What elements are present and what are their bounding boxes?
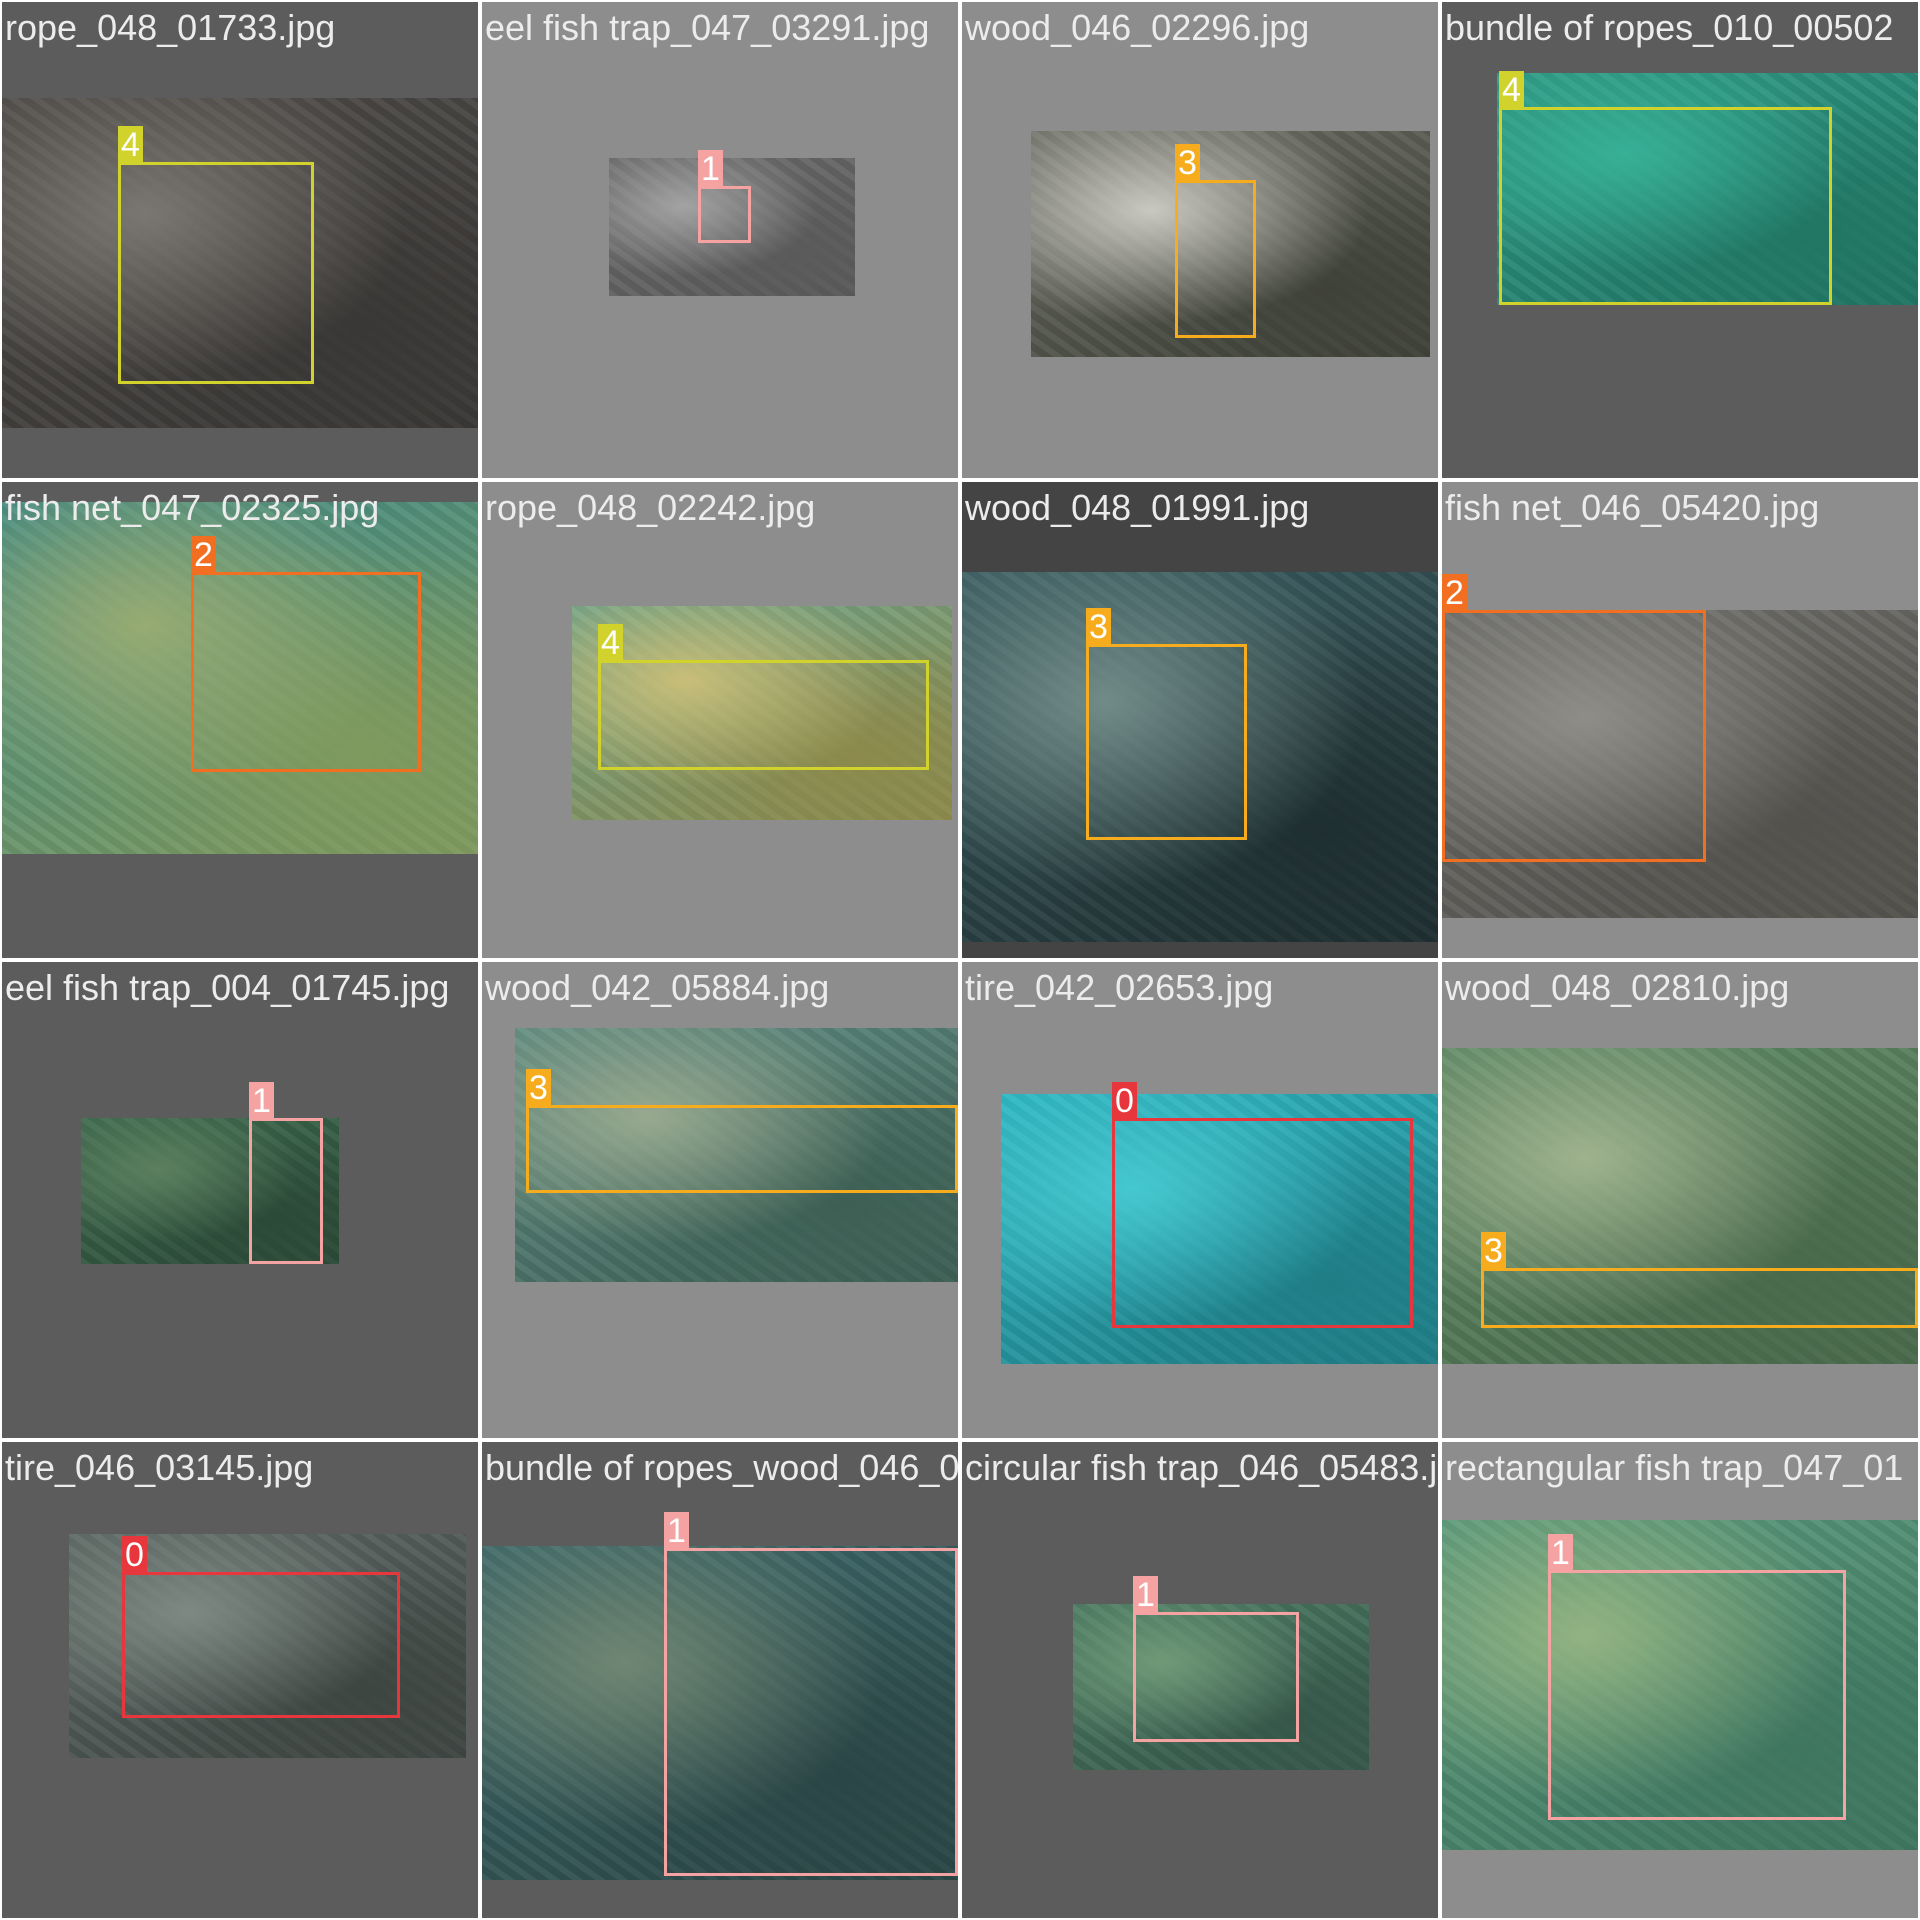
image-filename: wood_048_02810.jpg [1445, 967, 1790, 1008]
bounding-box [664, 1548, 958, 1876]
box-class-label: 1 [1133, 1576, 1158, 1614]
image-filename: wood_042_05884.jpg [485, 967, 830, 1008]
box-class-label: 3 [526, 1069, 551, 1107]
bounding-box [1112, 1118, 1413, 1328]
underwater-photo [1001, 1094, 1438, 1364]
image-filename: rope_048_02242.jpg [485, 487, 816, 528]
mosaic-cell: 1 circular fish trap_046_05483.jpg [962, 1442, 1438, 1918]
bounding-box [526, 1105, 958, 1193]
box-class-label: 4 [598, 624, 623, 662]
image-filename: bundle of ropes_wood_046_02253.jpg [485, 1447, 958, 1488]
box-class-label: 1 [664, 1512, 689, 1550]
box-class-label: 1 [1548, 1534, 1573, 1572]
mosaic-cell: 3 wood_048_02810.jpg [1442, 962, 1918, 1438]
image-filename: eel fish trap_047_03291.jpg [485, 7, 930, 48]
image-filename: tire_046_03145.jpg [5, 1447, 314, 1488]
bounding-box [698, 186, 751, 243]
mosaic-cell: 3 wood_048_01991.jpg [962, 482, 1438, 958]
box-class-label: 1 [698, 150, 723, 188]
underwater-photo [962, 572, 1438, 942]
mosaic-cell: 0 tire_046_03145.jpg [2, 1442, 478, 1918]
underwater-photo [81, 1118, 339, 1264]
bounding-box [1548, 1570, 1846, 1820]
image-filename: rope_048_01733.jpg [5, 7, 336, 48]
bounding-box [249, 1118, 323, 1264]
mosaic-cell: 3 wood_046_02296.jpg [962, 2, 1438, 478]
mosaic-cell: 3 wood_042_05884.jpg [482, 962, 958, 1438]
image-filename: eel fish trap_004_01745.jpg [5, 967, 450, 1008]
underwater-photo [2, 98, 478, 428]
image-filename: tire_042_02653.jpg [965, 967, 1274, 1008]
box-class-label: 3 [1175, 144, 1200, 182]
mosaic-cell: 4 rope_048_01733.jpg [2, 2, 478, 478]
box-class-label: 2 [1442, 574, 1467, 612]
image-filename: fish net_047_02325.jpg [5, 487, 380, 528]
bounding-box [118, 162, 314, 384]
underwater-photo [1442, 1048, 1918, 1364]
mosaic-cell: 1 bundle of ropes_wood_046_02253.jpg [482, 1442, 958, 1918]
mosaic-cell: 4 bundle of ropes_010_00502 [1442, 2, 1918, 478]
bounding-box [1481, 1268, 1918, 1328]
bounding-box [1175, 180, 1256, 338]
bounding-box [191, 572, 421, 772]
underwater-photo [572, 606, 952, 820]
image-filename: wood_046_02296.jpg [965, 7, 1310, 48]
underwater-photo [1442, 1520, 1918, 1850]
bounding-box [1133, 1612, 1299, 1742]
underwater-photo [515, 1028, 958, 1282]
box-class-label: 0 [122, 1536, 147, 1574]
box-class-label: 3 [1086, 608, 1111, 646]
image-filename: wood_048_01991.jpg [965, 487, 1310, 528]
underwater-photo [609, 158, 855, 296]
box-class-label: 2 [191, 536, 216, 574]
box-class-label: 1 [249, 1082, 274, 1120]
underwater-photo [1497, 73, 1918, 305]
bounding-box [1442, 610, 1706, 862]
image-filename: fish net_046_05420.jpg [1445, 487, 1820, 528]
mosaic-cell: 4 rope_048_02242.jpg [482, 482, 958, 958]
underwater-photo [1073, 1604, 1369, 1770]
underwater-photo [1442, 610, 1918, 918]
box-class-label: 4 [118, 126, 143, 164]
mosaic-cell: 0 tire_042_02653.jpg [962, 962, 1438, 1438]
mosaic-cell: 2 fish net_047_02325.jpg [2, 482, 478, 958]
bounding-box [1086, 644, 1247, 840]
image-filename: rectangular fish trap_047_01 [1445, 1447, 1904, 1488]
bounding-box [598, 660, 929, 770]
mosaic-cell: 1 rectangular fish trap_047_01 [1442, 1442, 1918, 1918]
underwater-photo [482, 1546, 958, 1880]
bounding-box [1499, 107, 1832, 305]
mosaic-cell: 2 fish net_046_05420.jpg [1442, 482, 1918, 958]
image-filename: circular fish trap_046_05483.jpg [965, 1447, 1438, 1488]
image-filename: bundle of ropes_010_00502 [1445, 7, 1894, 48]
bounding-box [122, 1572, 400, 1718]
mosaic-cell: 1 eel fish trap_004_01745.jpg [2, 962, 478, 1438]
box-class-label: 4 [1499, 71, 1524, 109]
box-class-label: 0 [1112, 1082, 1137, 1120]
underwater-photo [2, 502, 478, 854]
box-class-label: 3 [1481, 1232, 1506, 1270]
underwater-photo [1031, 131, 1430, 357]
mosaic-cell: 1 eel fish trap_047_03291.jpg [482, 2, 958, 478]
